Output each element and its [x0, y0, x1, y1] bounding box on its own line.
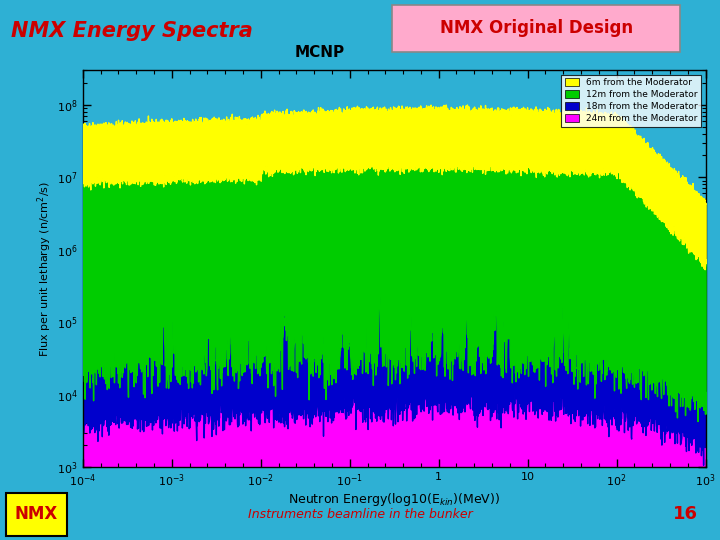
X-axis label: Neutron Energy(log10(E$_{kin}$)(MeV)): Neutron Energy(log10(E$_{kin}$)(MeV))	[288, 491, 500, 508]
Text: NMX Original Design: NMX Original Design	[440, 19, 633, 37]
Text: NMX Energy Spectra: NMX Energy Spectra	[11, 21, 253, 41]
FancyBboxPatch shape	[6, 493, 67, 536]
Text: MCNP: MCNP	[294, 45, 345, 60]
FancyBboxPatch shape	[392, 4, 680, 52]
Text: Instruments beamline in the bunker: Instruments beamline in the bunker	[248, 508, 472, 521]
Y-axis label: Flux per unit lethargy (n/cm$^2$/s): Flux per unit lethargy (n/cm$^2$/s)	[36, 180, 54, 357]
Text: 16: 16	[673, 505, 698, 523]
Legend: 6m from the Moderator, 12m from the Moderator, 18m from the Moderator, 24m from : 6m from the Moderator, 12m from the Mode…	[562, 75, 701, 126]
Text: NMX: NMX	[14, 505, 58, 523]
